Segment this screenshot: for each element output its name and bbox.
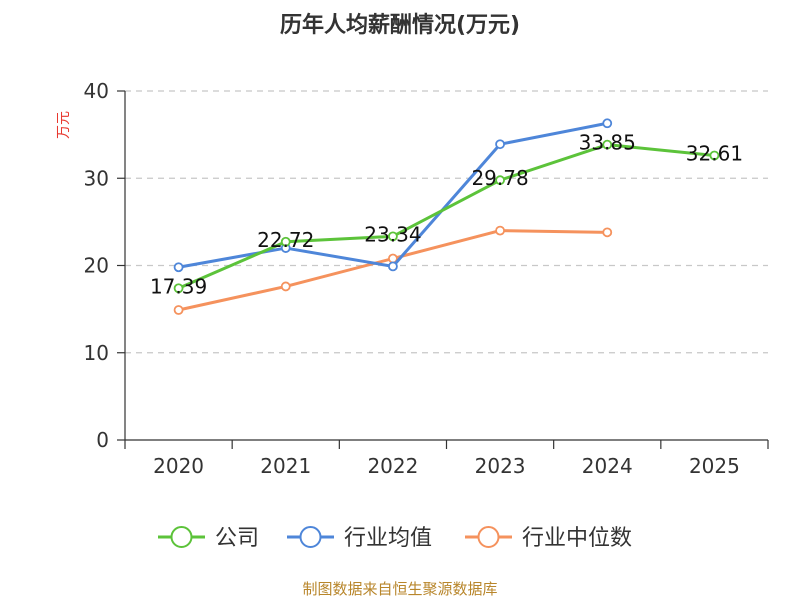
- legend: 公司 行业均值 行业中位数: [158, 526, 632, 551]
- x-tick-label: 2022: [367, 454, 418, 478]
- data-point: [280, 281, 291, 292]
- x-tick-label: 2023: [475, 454, 526, 478]
- gridlines: [125, 90, 768, 354]
- x-tick-label: 2024: [582, 454, 633, 478]
- x-tick-label: 2020: [153, 454, 204, 478]
- data-point: [388, 261, 398, 272]
- y-axis-label: 万元: [56, 111, 72, 139]
- legend-item: 行业均值: [287, 526, 432, 551]
- legend-label: 公司: [215, 526, 259, 551]
- data-label: 17.39: [150, 274, 207, 298]
- x-tick-label: 2025: [689, 454, 740, 478]
- data-label: 22.72: [257, 228, 314, 252]
- y-tick-label: 0: [96, 428, 109, 452]
- data-point: [280, 236, 291, 247]
- data-point: [495, 175, 505, 186]
- y-tick-label: 10: [84, 341, 109, 365]
- data-labels: 17.39 22.72 23.34 29.78 33.85 32.61: [150, 131, 743, 299]
- series-group: [173, 118, 720, 315]
- source-note: 制图数据来自恒生聚源数据库: [302, 580, 497, 598]
- data-label: 33.85: [579, 131, 636, 155]
- data-point: [173, 305, 184, 315]
- y-tick-label: 20: [84, 254, 109, 278]
- legend-item: 行业中位数: [465, 526, 632, 551]
- data-label: 23.34: [364, 222, 421, 246]
- data-point: [495, 139, 505, 150]
- legend-label: 行业中位数: [522, 526, 632, 551]
- legend-label: 行业均值: [344, 526, 432, 551]
- legend-item: 公司: [158, 526, 259, 551]
- y-tick-label: 40: [84, 79, 109, 103]
- data-point: [602, 227, 613, 238]
- data-label: 29.78: [471, 166, 528, 190]
- legend-marker: [477, 526, 500, 548]
- chart-title: 历年人均薪酬情况(万元): [280, 12, 520, 38]
- y-tick-label: 30: [84, 166, 109, 190]
- data-point: [602, 118, 613, 129]
- axes: 0 10 20 30 40 2020 2021 2022 2023 2024 2025: [84, 79, 769, 478]
- series-line: [177, 143, 715, 290]
- data-point: [173, 262, 184, 273]
- legend-marker: [170, 526, 193, 548]
- legend-marker: [299, 526, 322, 548]
- data-point: [602, 139, 613, 150]
- data-point: [495, 225, 505, 236]
- data-point: [709, 150, 720, 161]
- data-point: [173, 283, 184, 294]
- data-point: [388, 231, 398, 242]
- data-label: 32.61: [686, 141, 743, 165]
- x-tick-label: 2021: [260, 454, 311, 478]
